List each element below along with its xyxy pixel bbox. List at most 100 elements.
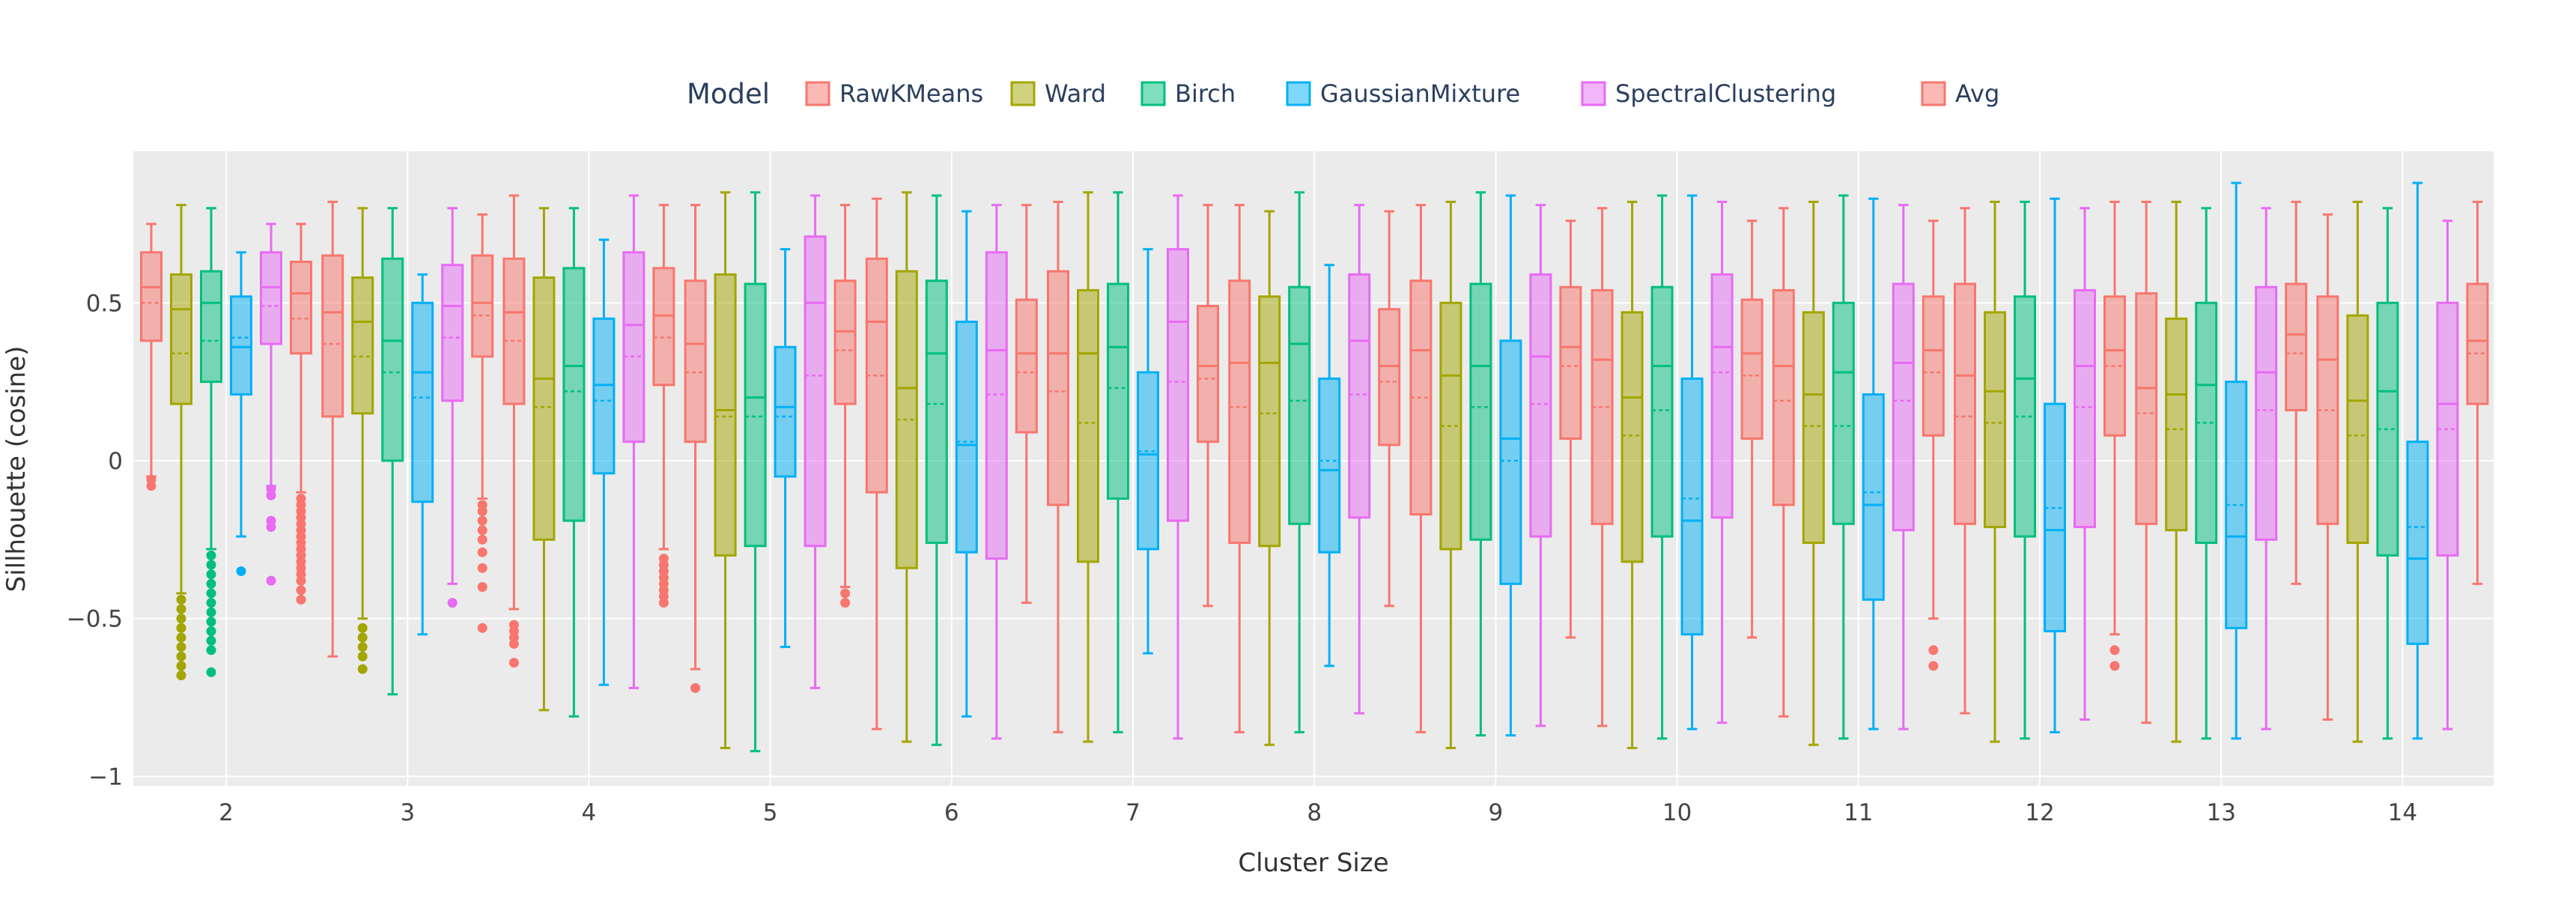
box-Ward-14 — [2346, 200, 2369, 743]
box-SpectralClustering-11 — [1892, 204, 1915, 730]
box-iqr — [1167, 248, 1189, 522]
outlier-point — [146, 481, 157, 491]
x-axis-ticks: 2 3 4 5 6 7 8 9 10 11 12 13 14 — [219, 799, 2417, 826]
box-Ward-7 — [1077, 191, 1099, 743]
outlier-point — [508, 638, 519, 649]
box-SpectralClustering-6 — [985, 204, 1008, 740]
box-RawKMeans-5 — [684, 204, 707, 693]
x-tick-label: 6 — [944, 799, 959, 826]
box-iqr — [985, 251, 1008, 560]
box-Avg-13 — [2285, 200, 2308, 585]
box-Ward-11 — [1802, 200, 1825, 746]
box-Avg-5 — [833, 204, 857, 608]
legend-label: Birch — [1175, 79, 1236, 108]
outlier-point — [840, 588, 851, 599]
box-GaussianMixture-11 — [1862, 197, 1885, 730]
box-RawKMeans-3 — [321, 200, 344, 658]
box-iqr — [351, 276, 374, 415]
box-iqr — [1258, 295, 1281, 548]
y-tick-label: −0.5 — [67, 606, 123, 633]
outlier-point — [2109, 645, 2120, 656]
box-SpectralClustering-3 — [441, 207, 464, 608]
outlier-point — [206, 569, 216, 580]
box-iqr — [2165, 317, 2188, 532]
outlier-point — [176, 604, 186, 614]
box-Ward-3 — [351, 207, 374, 674]
outlier-point — [266, 521, 276, 532]
box-iqr — [2406, 441, 2429, 645]
plot-area — [133, 151, 2494, 786]
box-iqr — [1832, 301, 1855, 525]
box-RawKMeans-12 — [1954, 207, 1976, 715]
box-iqr — [744, 282, 767, 548]
outlier-point — [176, 614, 186, 624]
outlier-point — [840, 598, 851, 608]
box-RawKMeans-7 — [1047, 200, 1069, 733]
y-axis-label: Sillhouette (cosine) — [1, 346, 31, 593]
outlier-point — [206, 550, 216, 560]
outlier-point — [266, 490, 276, 500]
box-SpectralClustering-4 — [622, 194, 645, 689]
legend-swatch — [1010, 81, 1036, 106]
outlier-point — [206, 645, 216, 656]
legend-item-RawKMeans: RawKMeans — [805, 79, 983, 108]
legend-label: GaussianMixture — [1320, 79, 1520, 108]
box-iqr — [321, 254, 344, 418]
y-tick-label: 0.5 — [86, 290, 123, 317]
box-iqr — [1107, 282, 1129, 500]
x-axis-label: Cluster Size — [1238, 848, 1388, 878]
x-tick-label: 12 — [2025, 799, 2054, 826]
box-iqr — [622, 251, 645, 444]
outlier-point — [176, 632, 186, 643]
box-RawKMeans-13 — [2135, 200, 2158, 724]
outlier-point — [477, 563, 487, 573]
box-iqr — [1802, 311, 1825, 545]
box-Birch-4 — [562, 207, 586, 718]
series-Ward — [170, 191, 2369, 749]
outlier-point — [176, 623, 186, 633]
box-iqr — [1047, 270, 1069, 506]
box-GaussianMixture-6 — [955, 210, 978, 718]
outlier-point — [206, 588, 216, 599]
box-iqr — [2346, 314, 2369, 545]
box-Ward-6 — [895, 191, 918, 743]
box-iqr — [1892, 282, 1915, 532]
legend-swatch — [1286, 81, 1311, 106]
box-Avg-11 — [1922, 220, 1945, 671]
box-Avg-6 — [1015, 204, 1038, 605]
box-Avg-9 — [1559, 220, 1582, 639]
legend-item-Avg: Avg — [1921, 79, 1999, 108]
box-RawKMeans-4 — [502, 194, 526, 668]
box-SpectralClustering-2 — [260, 223, 282, 586]
outlier-point — [176, 594, 186, 605]
box-Birch-12 — [2014, 200, 2036, 740]
box-iqr — [804, 235, 827, 548]
box-iqr — [1378, 308, 1401, 447]
box-iqr — [1922, 295, 1945, 437]
outlier-point — [477, 506, 487, 516]
x-tick-label: 5 — [763, 799, 778, 826]
outlier-point — [236, 566, 246, 576]
box-iqr — [592, 317, 616, 475]
outlier-point — [176, 661, 186, 671]
box-Ward-10 — [1620, 200, 1644, 749]
boxes — [140, 181, 2489, 753]
box-iqr — [200, 270, 222, 384]
outlier-point — [176, 642, 186, 653]
box-iqr — [1984, 311, 2006, 528]
x-tick-label: 8 — [1307, 799, 1322, 826]
outlier-point — [206, 607, 216, 617]
box-iqr — [1499, 339, 1522, 585]
outlier-point — [658, 598, 669, 608]
legend: Model RawKMeans Ward Birch GaussianMixture S… — [687, 78, 1999, 110]
box-iqr — [1772, 288, 1795, 506]
box-Birch-9 — [1469, 191, 1492, 737]
box-iqr — [714, 273, 737, 557]
box-Ward-13 — [2165, 200, 2188, 743]
outlier-point — [206, 635, 216, 646]
legend-label: Avg — [1955, 79, 1999, 108]
box-iqr — [260, 251, 282, 345]
box-iqr — [1197, 304, 1219, 444]
outlier-point — [477, 515, 487, 526]
